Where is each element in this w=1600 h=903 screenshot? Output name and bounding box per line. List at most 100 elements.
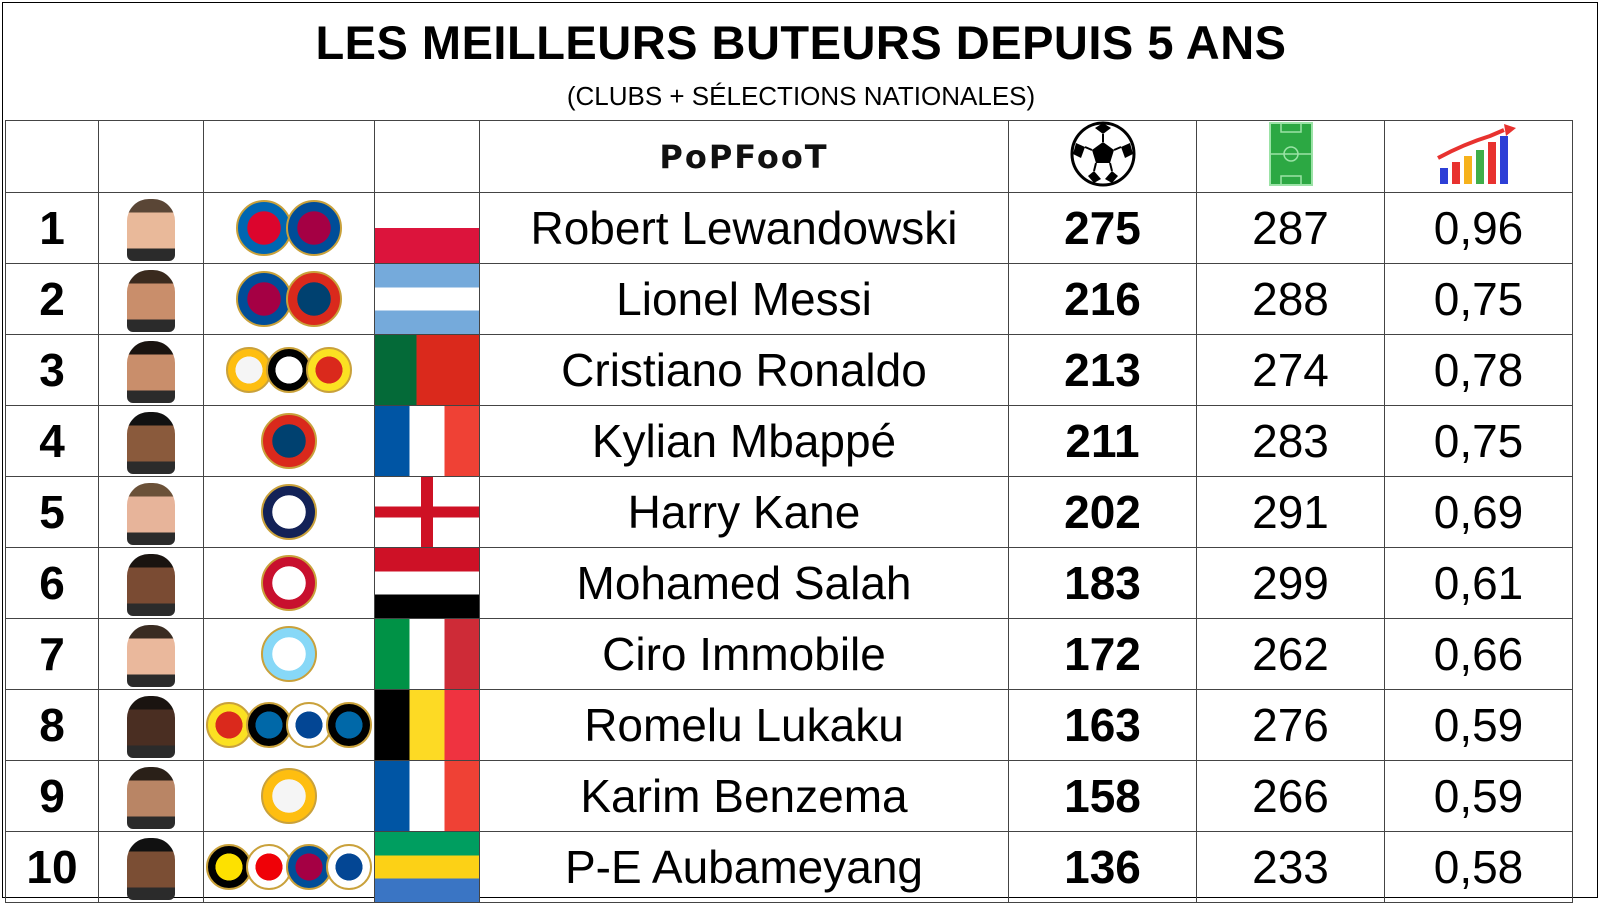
- arsenal-logo: [246, 844, 292, 890]
- france-flag: [375, 761, 479, 831]
- player-name: Kylian Mbappé: [479, 405, 1009, 477]
- player-photo-cell: [98, 547, 204, 619]
- player-photo: [127, 483, 175, 545]
- club-logos-cell: [203, 192, 375, 264]
- club-logos-cell: [203, 334, 375, 406]
- goals-value: 213: [1008, 334, 1197, 406]
- header-brand-cell: PoPFooT: [479, 120, 1009, 193]
- matches-value: 288: [1196, 263, 1385, 335]
- matches-value: 283: [1196, 405, 1385, 477]
- goals-value: 216: [1008, 263, 1197, 335]
- player-name: Harry Kane: [479, 476, 1009, 548]
- table-row: 6 Mohamed Salah 183 299 0,61: [5, 547, 1573, 619]
- flag-cell: [374, 760, 480, 832]
- player-photo-cell: [98, 263, 204, 335]
- table-row: 4 Kylian Mbappé 211 283 0,75: [5, 405, 1573, 477]
- rank-cell: 9: [5, 760, 99, 832]
- chelsea-logo: [326, 844, 372, 890]
- flag-cell: [374, 689, 480, 761]
- football-pitch-icon: [1268, 122, 1313, 186]
- real-madrid-logo: [261, 768, 317, 824]
- rank-cell: 4: [5, 405, 99, 477]
- player-photo-cell: [98, 831, 204, 903]
- club-logos-cell: [203, 476, 375, 548]
- portugal-flag: [375, 335, 479, 405]
- matches-value: 299: [1196, 547, 1385, 619]
- rank-cell: 10: [5, 831, 99, 903]
- rank-cell: 7: [5, 618, 99, 690]
- ratio-value: 0,59: [1384, 689, 1573, 761]
- ratio-value: 0,58: [1384, 831, 1573, 903]
- page-title: LES MEILLEURS BUTEURS DEPUIS 5 ANS: [315, 16, 1287, 69]
- ratio-value: 0,69: [1384, 476, 1573, 548]
- table-row: 5 Harry Kane 202 291 0,69: [5, 476, 1573, 548]
- ratio-value: 0,59: [1384, 760, 1573, 832]
- club-logos-cell: [203, 760, 375, 832]
- psg-logo: [261, 413, 317, 469]
- flag-cell: [374, 192, 480, 264]
- player-photo: [127, 625, 175, 687]
- goals-value: 163: [1008, 689, 1197, 761]
- egypt-flag: [375, 548, 479, 618]
- club-logos-cell: [203, 618, 375, 690]
- player-name: Mohamed Salah: [479, 547, 1009, 619]
- matches-value: 287: [1196, 192, 1385, 264]
- ratio-value: 0,75: [1384, 263, 1573, 335]
- rank-cell: 3: [5, 334, 99, 406]
- table-row: 3 Cristiano Ronaldo 213 274 0,78: [5, 334, 1573, 406]
- goals-value: 183: [1008, 547, 1197, 619]
- header-photo-cell: [98, 120, 204, 193]
- player-photo-cell: [98, 689, 204, 761]
- player-photo-cell: [98, 334, 204, 406]
- player-name: Romelu Lukaku: [479, 689, 1009, 761]
- table-row: 8 Romelu Lukaku 163 276 0,59: [5, 689, 1573, 761]
- header-flag-cell: [374, 120, 480, 193]
- ratio-value: 0,66: [1384, 618, 1573, 690]
- ratio-value: 0,96: [1384, 192, 1573, 264]
- argentina-flag: [375, 264, 479, 334]
- matches-value: 276: [1196, 689, 1385, 761]
- ratio-value: 0,78: [1384, 334, 1573, 406]
- player-photo: [127, 767, 175, 829]
- goals-value: 158: [1008, 760, 1197, 832]
- barcelona-logo: [286, 200, 342, 256]
- juventus-logo: [266, 347, 312, 393]
- england-flag: [375, 477, 479, 547]
- ratio-value: 0,61: [1384, 547, 1573, 619]
- table-row: 2 Lionel Messi 216 288 0,75: [5, 263, 1573, 335]
- player-name: Ciro Immobile: [479, 618, 1009, 690]
- player-photo-cell: [98, 760, 204, 832]
- goals-value: 275: [1008, 192, 1197, 264]
- goals-value: 172: [1008, 618, 1197, 690]
- player-photo: [127, 199, 175, 261]
- rank-cell: 1: [5, 192, 99, 264]
- goals-value: 211: [1008, 405, 1197, 477]
- player-photo: [127, 696, 175, 758]
- flag-cell: [374, 618, 480, 690]
- header-row: PoPFooT: [5, 120, 1573, 193]
- flag-cell: [374, 334, 480, 406]
- flag-cell: [374, 831, 480, 903]
- club-logos-cell: [203, 689, 375, 761]
- matches-value: 266: [1196, 760, 1385, 832]
- table-row: 1 Robert Lewandowski 275 287 0,96: [5, 192, 1573, 264]
- header-ratio-cell: [1384, 120, 1573, 193]
- manchester-united-logo: [306, 347, 352, 393]
- player-photo: [127, 838, 175, 900]
- header-rank-cell: [5, 120, 99, 193]
- scorers-table: PoPFooT: [5, 120, 1573, 903]
- goals-value: 136: [1008, 831, 1197, 903]
- player-photo-cell: [98, 405, 204, 477]
- barcelona-logo: [236, 271, 292, 327]
- player-name: P-E Aubameyang: [479, 831, 1009, 903]
- player-photo: [127, 412, 175, 474]
- player-photo: [127, 341, 175, 403]
- player-photo-cell: [98, 476, 204, 548]
- player-name: Lionel Messi: [479, 263, 1009, 335]
- table-row: 10 P-E Aubameyang 136 233 0,58: [5, 831, 1573, 903]
- player-photo: [127, 554, 175, 616]
- italy-flag: [375, 619, 479, 689]
- matches-value: 233: [1196, 831, 1385, 903]
- soccer-ball-icon: [1070, 121, 1135, 187]
- popfoot-logo: PoPFooT: [659, 137, 829, 176]
